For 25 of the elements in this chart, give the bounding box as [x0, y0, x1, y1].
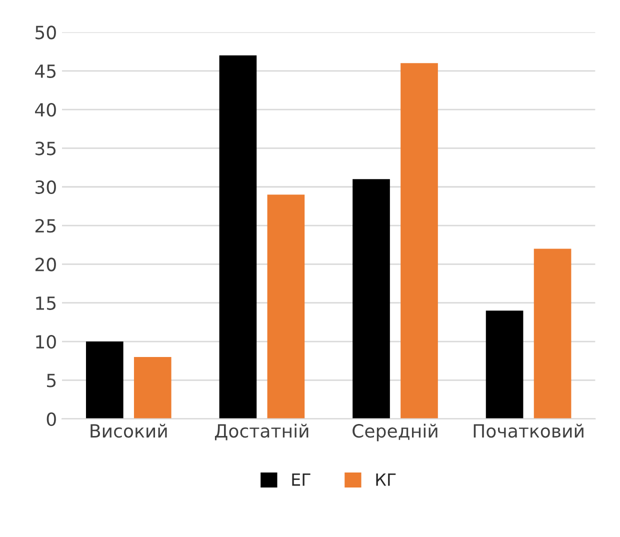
y-tick-label: 20: [35, 258, 56, 272]
y-tick-label: 40: [35, 103, 56, 117]
bar: [219, 55, 257, 419]
x-tick-label: Високий: [90, 424, 167, 438]
x-tick-label: Початковий: [474, 424, 584, 438]
y-tick-label: 5: [47, 374, 56, 388]
y-tick-label: 30: [36, 180, 56, 194]
bar: [486, 310, 524, 419]
bar: [267, 194, 305, 419]
y-tick-label: 10: [36, 334, 56, 349]
y-tick-label: 50: [36, 26, 56, 40]
legend-label: КГ: [376, 474, 396, 486]
x-tick-label: Достатній: [214, 424, 308, 440]
y-tick-label: 0: [46, 412, 56, 426]
x-tick-label: Середній: [352, 424, 438, 442]
bar: [86, 342, 124, 419]
bar: [534, 248, 572, 419]
y-tick-label: 15: [36, 296, 56, 310]
y-tick-label: 25: [35, 219, 56, 233]
bar: [134, 357, 172, 419]
legend-label: ЕГ: [292, 474, 310, 486]
y-tick-label: 45: [35, 64, 56, 78]
y-tick-label: 35: [36, 142, 56, 156]
bar: [352, 179, 390, 419]
bar: [400, 63, 438, 419]
